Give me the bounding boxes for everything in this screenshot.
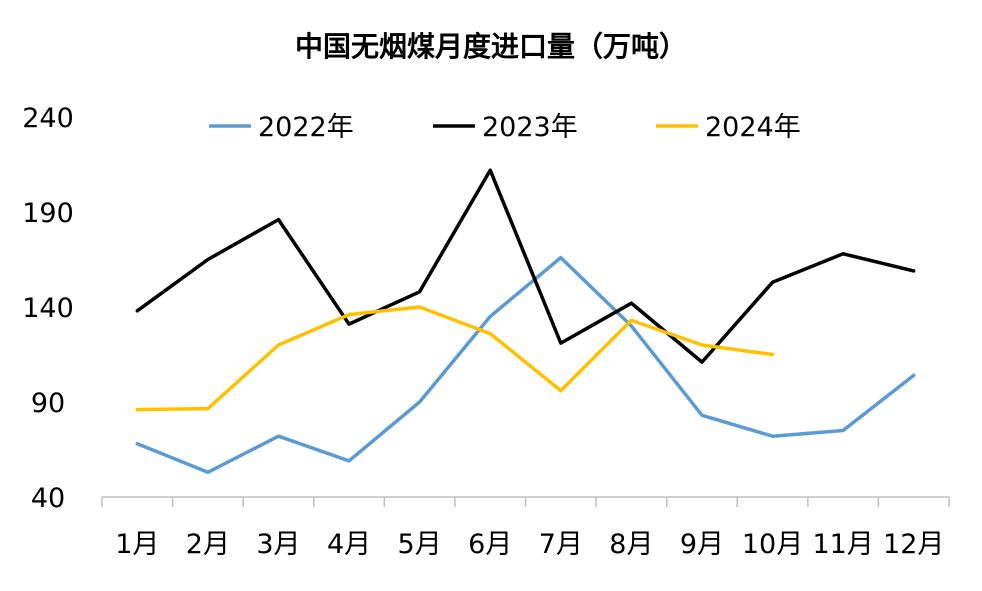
legend-label-0: 2022年 [258,112,354,143]
x-tick-label: 7月 [539,529,583,560]
x-tick-label: 8月 [609,529,653,560]
series-line-1 [135,168,916,364]
x-tick-label: 2月 [186,529,230,560]
series-line-0 [135,255,916,475]
chart-title: 中国无烟煤月度进口量（万吨） [295,30,687,63]
x-tick-label: 12月 [883,529,944,560]
y-axis: 40 90 140 190 240 [22,103,74,514]
y-tick-label: 90 [31,388,65,419]
legend-label-1: 2023年 [482,112,578,143]
x-tick-label: 10月 [742,529,803,560]
x-tick-label: 1月 [115,529,159,560]
x-tick-label: 4月 [327,529,371,560]
legend-label-2: 2024年 [705,112,801,143]
legend: 2022年 2023年 2024年 [209,112,801,143]
y-tick-label: 190 [22,198,74,229]
x-tick-label: 11月 [812,529,873,560]
x-tick-label: 9月 [680,529,724,560]
y-tick-label: 140 [22,293,74,324]
x-tick-label: 3月 [256,529,300,560]
series-line-2 [135,305,775,412]
y-tick-label: 40 [31,483,65,514]
series-layer [135,168,916,475]
x-axis: 1月 2月 3月 4月 5月 6月 7月 8月 9月 10月 11月 12月 [101,496,950,560]
x-tick-label: 6月 [468,529,512,560]
x-tick-label: 5月 [398,529,442,560]
y-tick-label: 240 [22,103,74,134]
